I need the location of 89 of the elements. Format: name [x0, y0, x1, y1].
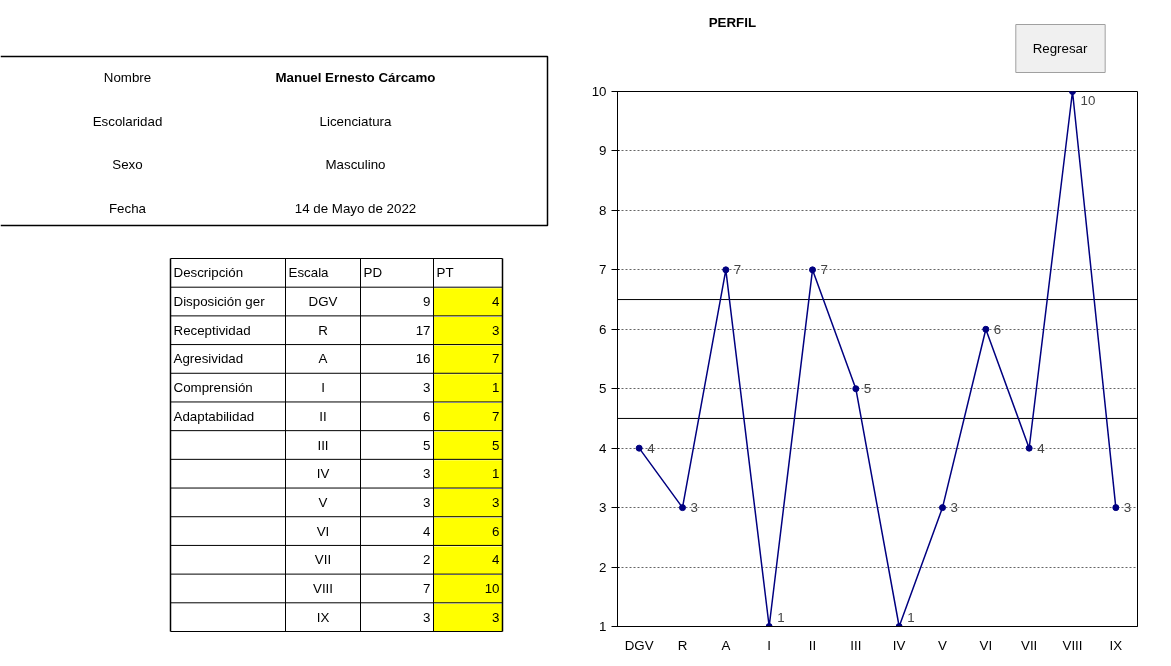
- text: 14 de Mayo de 2022: [294, 200, 417, 216]
- text: IV: [316, 466, 330, 482]
- text: V: [318, 494, 328, 510]
- text: 7: [423, 580, 431, 596]
- y-tick-label: 3: [599, 500, 607, 516]
- category-label: Descripción: [173, 265, 244, 281]
- text: 7: [492, 408, 500, 424]
- text: VI: [316, 523, 330, 539]
- y-tick-label: 7: [599, 262, 607, 278]
- x-tick-label: VI: [979, 637, 993, 653]
- y-tick-label: 9: [599, 143, 607, 159]
- category-label: PD: [363, 265, 383, 281]
- text: 6: [423, 408, 431, 424]
- text: 3: [492, 609, 500, 625]
- text: VIII: [313, 580, 333, 596]
- x-tick-label: A: [721, 637, 731, 653]
- x-tick-label: VIII: [1062, 637, 1083, 653]
- text: 2: [423, 552, 431, 568]
- text: Agresividad: [173, 351, 244, 367]
- text: 3: [423, 466, 431, 482]
- data-label: 1: [907, 610, 915, 625]
- text: II: [319, 408, 327, 424]
- category-label: PT: [436, 265, 454, 281]
- data-label: 1: [777, 610, 785, 625]
- text: 4: [423, 523, 431, 539]
- text: III: [317, 437, 329, 453]
- text: DGV: [308, 294, 338, 310]
- x-tick-label: IV: [892, 637, 906, 653]
- x-tick-label: R: [677, 637, 688, 653]
- y-tick-label: 8: [599, 202, 607, 218]
- text: VII: [314, 552, 332, 568]
- text: 4: [492, 294, 500, 310]
- x-tick-label: DGV: [624, 637, 654, 653]
- y-tick-label: 1: [599, 619, 607, 634]
- text: Escolaridad: [92, 113, 163, 129]
- data-label: 5: [863, 381, 872, 397]
- chart-title: PERFIL: [708, 15, 757, 30]
- data-label: 6: [993, 321, 1002, 337]
- text: Nombre: [103, 70, 152, 85]
- data-label: 4: [1037, 440, 1046, 456]
- x-tick-label: VII: [1021, 637, 1038, 653]
- text: A: [318, 351, 328, 367]
- text: Masculino: [325, 157, 386, 172]
- text: Regresar: [1032, 41, 1089, 56]
- text: Comprensión: [173, 380, 253, 396]
- data-label: 4: [647, 440, 656, 456]
- text: 3: [492, 322, 500, 338]
- data-label: 10: [1080, 93, 1096, 108]
- x-tick-label: II: [808, 637, 817, 653]
- text: 1: [492, 380, 500, 396]
- y-tick-label: 6: [599, 321, 607, 337]
- text: Sexo: [112, 157, 143, 172]
- y-tick-label: 10: [591, 84, 607, 99]
- x-tick-label: IX: [1109, 637, 1123, 653]
- x-tick-label: III: [850, 637, 862, 653]
- text: 5: [492, 437, 500, 453]
- data-label: 7: [820, 262, 828, 278]
- text: 4: [492, 552, 500, 568]
- text: IX: [316, 609, 330, 625]
- text: 9: [423, 294, 431, 310]
- text: 17: [415, 322, 431, 338]
- text: 3: [423, 380, 431, 396]
- text: 3: [492, 494, 500, 510]
- category-label: Escala: [288, 265, 330, 281]
- text: Receptividad: [173, 322, 251, 338]
- text: Manuel Ernesto Cárcamo: [275, 70, 436, 85]
- text: 3: [423, 609, 431, 625]
- data-label: 7: [733, 262, 742, 278]
- text: 5: [423, 437, 431, 453]
- y-tick-label: 4: [599, 440, 608, 456]
- data-label: 3: [690, 500, 698, 516]
- text: Disposición ger: [173, 294, 265, 310]
- text: R: [318, 322, 328, 338]
- y-tick-label: 2: [599, 559, 607, 575]
- text: 1: [492, 466, 500, 482]
- y-tick-label: 5: [599, 381, 607, 397]
- text: 3: [423, 494, 431, 510]
- text: Adaptabilidad: [173, 408, 255, 424]
- text: Fecha: [108, 200, 147, 216]
- text: Licenciatura: [319, 113, 393, 129]
- text: 10: [484, 580, 500, 596]
- text: 6: [492, 523, 500, 539]
- data-label: 3: [950, 500, 958, 516]
- text: 7: [492, 351, 500, 367]
- data-label: 3: [1123, 500, 1132, 516]
- x-tick-label: I: [767, 637, 772, 653]
- x-tick-label: V: [938, 637, 948, 653]
- text: 16: [415, 351, 431, 367]
- text: I: [321, 380, 325, 396]
